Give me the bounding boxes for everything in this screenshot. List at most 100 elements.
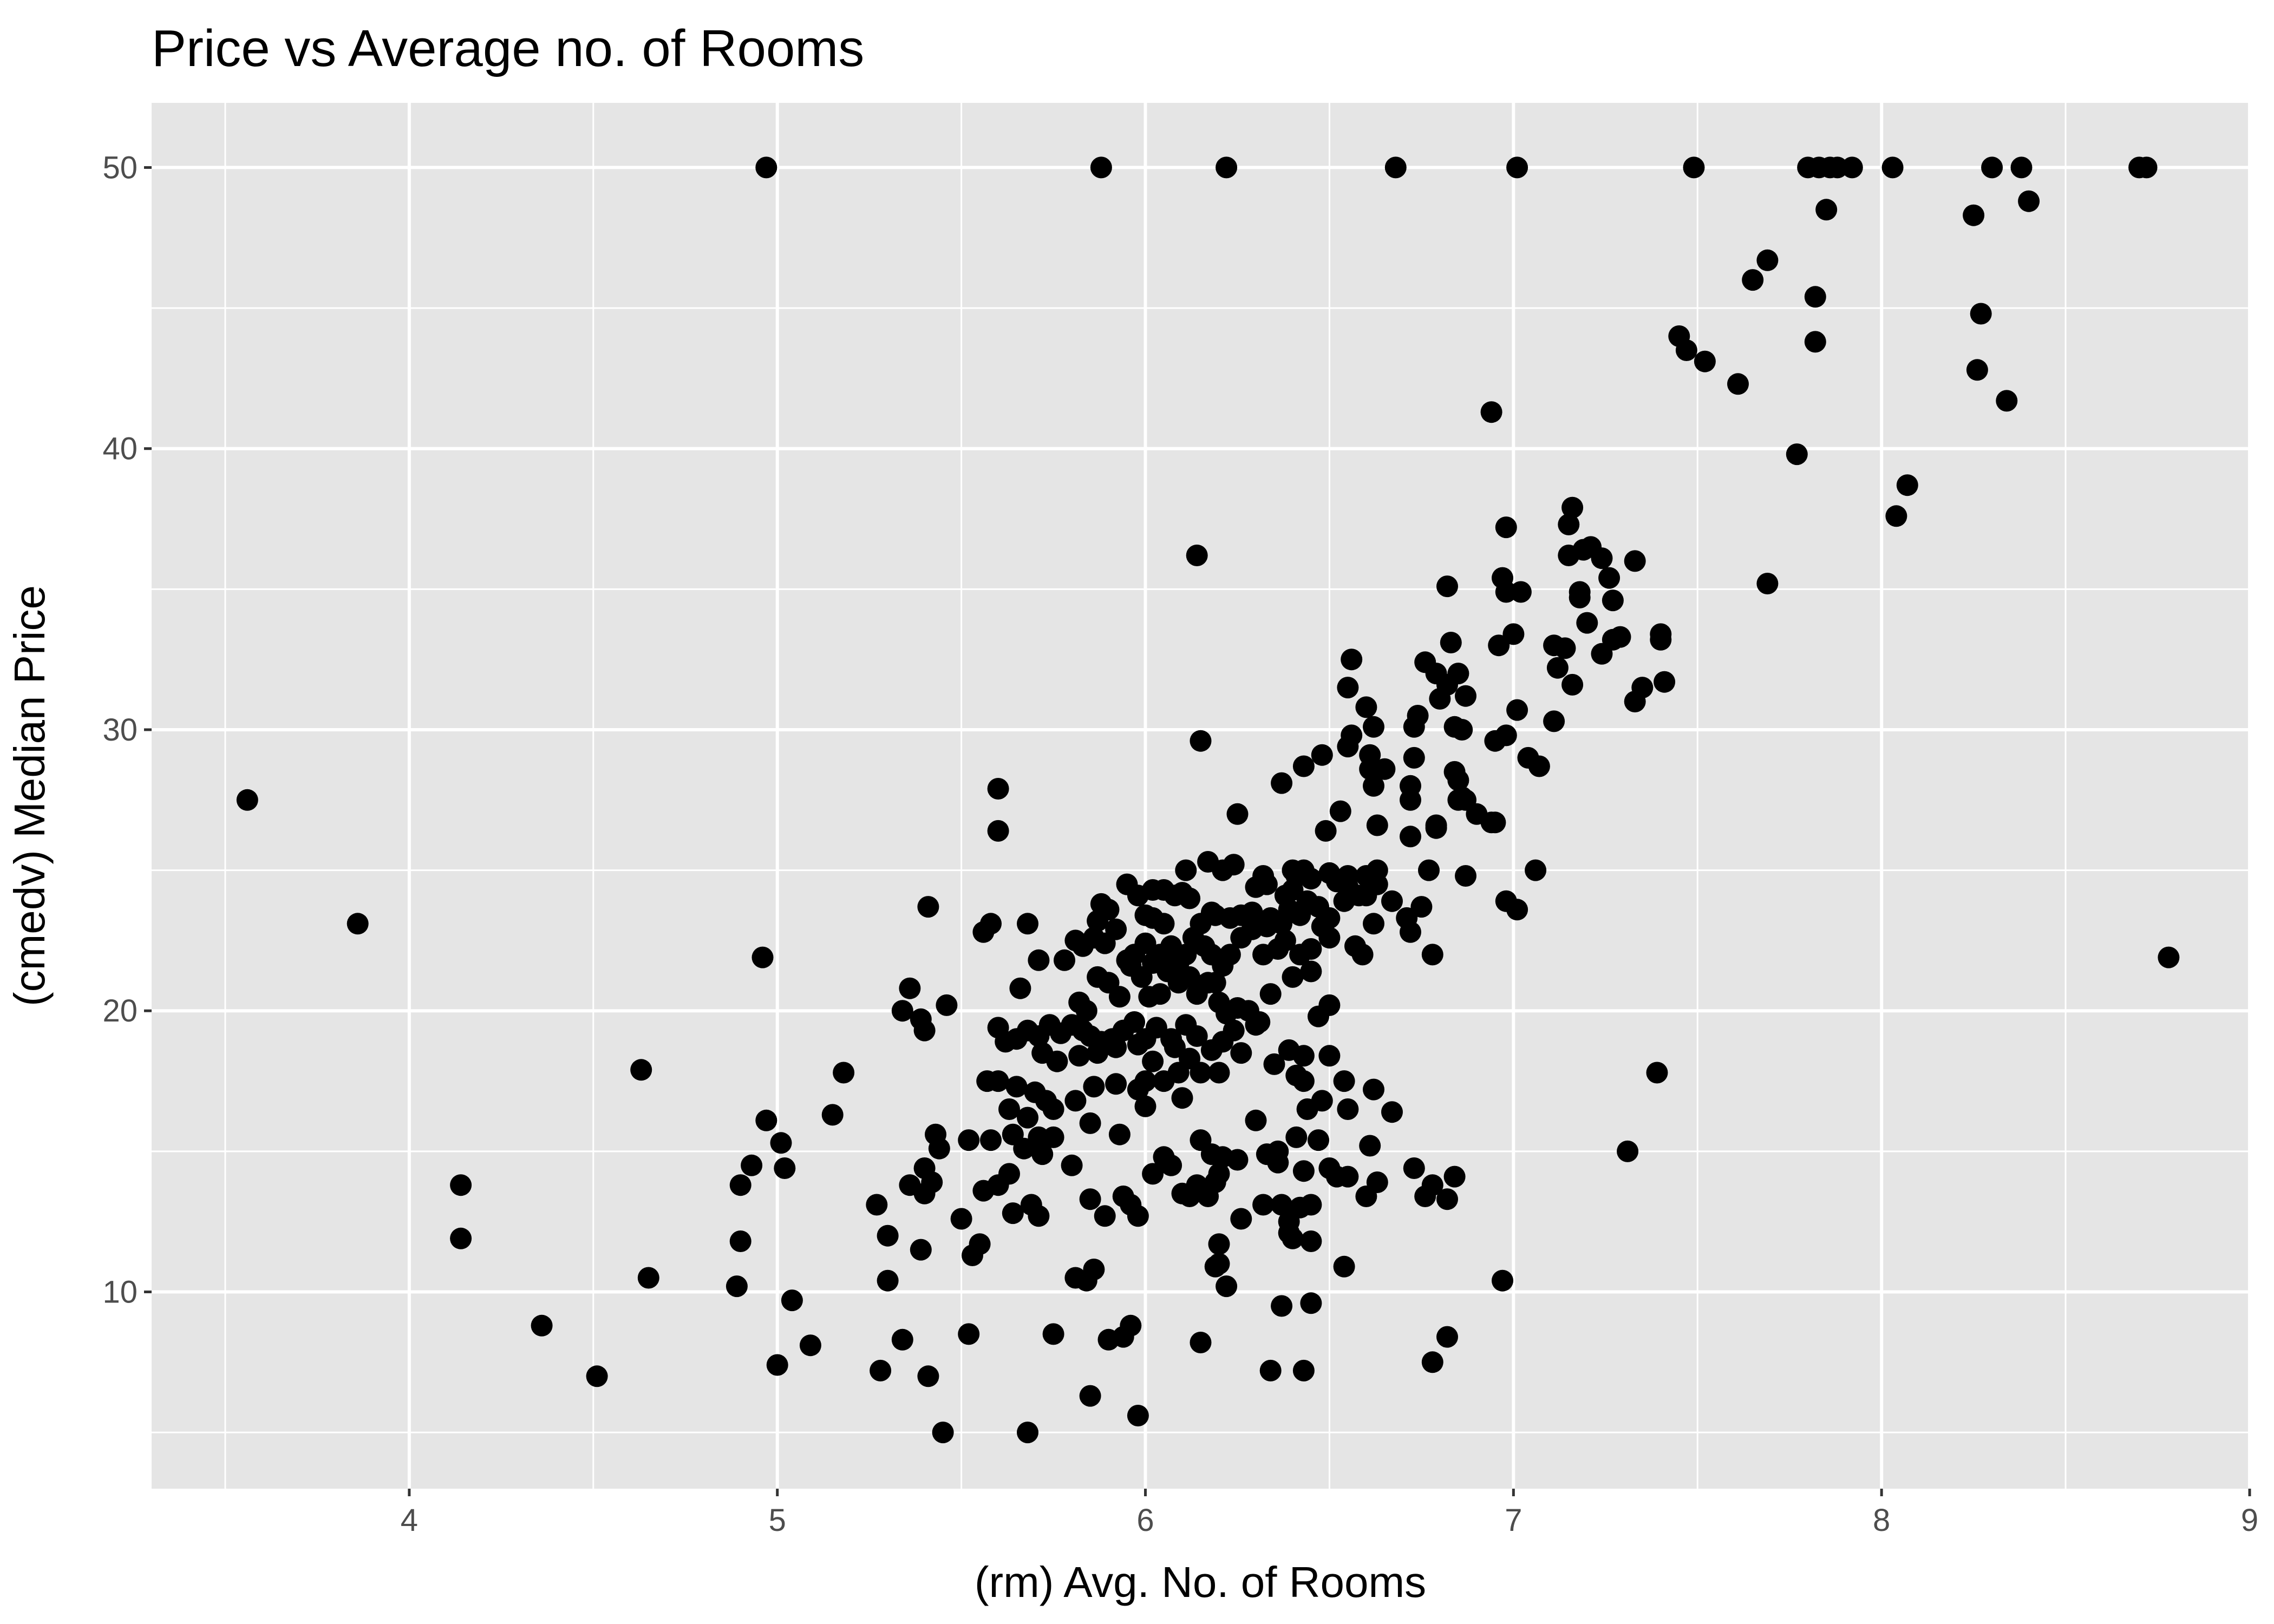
data-point xyxy=(1366,1171,1388,1193)
data-point xyxy=(1153,913,1175,935)
data-point xyxy=(1337,1165,1359,1188)
data-point xyxy=(1282,966,1304,988)
data-point xyxy=(1363,913,1384,935)
data-point xyxy=(1263,1053,1285,1075)
x-tick-label: 6 xyxy=(1136,1503,1154,1538)
data-point xyxy=(1241,901,1263,924)
y-tick-label: 30 xyxy=(102,712,138,748)
data-point xyxy=(1510,581,1532,603)
data-point xyxy=(1576,612,1598,634)
data-point xyxy=(1208,1233,1230,1255)
data-point xyxy=(976,1070,998,1092)
data-point xyxy=(1528,755,1550,777)
data-point xyxy=(1079,1112,1101,1134)
data-point xyxy=(1064,1267,1087,1289)
data-point xyxy=(1245,1109,1267,1131)
data-point xyxy=(1017,1422,1038,1444)
data-point xyxy=(1308,1129,1329,1151)
data-point xyxy=(531,1314,553,1337)
data-point xyxy=(1252,1194,1275,1216)
data-point xyxy=(726,1275,748,1298)
data-point xyxy=(1028,1126,1050,1148)
data-point xyxy=(1282,859,1304,881)
data-point xyxy=(1190,1332,1212,1353)
data-point xyxy=(1300,1230,1322,1252)
data-point xyxy=(1359,1135,1381,1157)
data-point xyxy=(2018,190,2040,212)
data-point xyxy=(1506,156,1528,179)
data-point xyxy=(1436,575,1458,598)
data-point xyxy=(752,946,774,968)
data-point xyxy=(998,1098,1020,1120)
y-axis-title: (cmedv) Median Price xyxy=(5,585,54,1006)
data-point xyxy=(1455,685,1476,707)
data-point xyxy=(1546,657,1569,679)
data-point xyxy=(1226,1149,1249,1171)
data-point xyxy=(1374,758,1396,780)
data-point xyxy=(1429,687,1451,710)
data-point xyxy=(1675,339,1697,361)
data-point xyxy=(995,1031,1017,1053)
data-point xyxy=(1407,705,1429,726)
data-point xyxy=(781,1289,803,1312)
data-point xyxy=(1108,986,1131,1008)
data-point xyxy=(1326,870,1348,893)
data-point xyxy=(1418,859,1440,881)
data-point xyxy=(1226,803,1249,825)
data-point xyxy=(1506,699,1528,721)
data-point xyxy=(1190,730,1212,752)
data-point xyxy=(870,1359,892,1381)
data-point xyxy=(1259,1359,1282,1381)
data-point xyxy=(1182,927,1204,949)
data-point xyxy=(1190,1062,1212,1084)
data-point xyxy=(1296,1098,1318,1120)
data-point xyxy=(1333,1070,1355,1092)
data-point xyxy=(766,1354,788,1376)
data-point xyxy=(1105,1036,1127,1058)
data-point xyxy=(2010,156,2033,179)
data-point xyxy=(1561,496,1584,519)
data-point xyxy=(1400,826,1421,848)
data-point xyxy=(1035,1090,1057,1112)
data-point xyxy=(1455,865,1476,887)
data-point xyxy=(1028,949,1050,971)
data-point xyxy=(1245,1014,1267,1036)
data-point xyxy=(1333,1255,1355,1278)
data-point xyxy=(799,1334,821,1357)
data-points xyxy=(236,156,2180,1444)
data-point xyxy=(1341,649,1363,671)
data-point xyxy=(1400,921,1421,943)
data-point xyxy=(2135,156,2158,179)
data-point xyxy=(1179,966,1201,988)
data-point xyxy=(1447,769,1469,791)
data-point xyxy=(1624,691,1646,712)
data-point xyxy=(1561,673,1584,696)
data-point xyxy=(1153,1070,1175,1092)
data-point xyxy=(877,1224,899,1247)
data-point xyxy=(1009,977,1031,999)
data-point xyxy=(921,1171,943,1193)
data-point xyxy=(1079,1188,1101,1210)
data-point xyxy=(1017,913,1038,935)
data-point xyxy=(913,1019,936,1042)
data-point xyxy=(899,977,921,999)
data-point xyxy=(1153,1146,1175,1168)
data-point xyxy=(1348,885,1370,907)
data-point xyxy=(1447,789,1469,811)
data-point xyxy=(1200,1039,1223,1061)
data-point xyxy=(1230,1208,1252,1230)
data-point xyxy=(1292,755,1315,777)
data-point xyxy=(980,1129,1002,1151)
data-point xyxy=(1090,893,1112,915)
data-point xyxy=(1064,1090,1087,1112)
data-point xyxy=(1175,859,1197,881)
data-point xyxy=(1492,1269,1513,1292)
data-point xyxy=(1208,1062,1230,1084)
data-point xyxy=(1363,716,1384,738)
data-point xyxy=(1881,156,1904,179)
data-point xyxy=(1804,331,1826,353)
data-point xyxy=(821,1104,844,1126)
data-point xyxy=(1285,1126,1308,1148)
data-point xyxy=(1054,949,1075,971)
data-point xyxy=(1013,1137,1035,1160)
